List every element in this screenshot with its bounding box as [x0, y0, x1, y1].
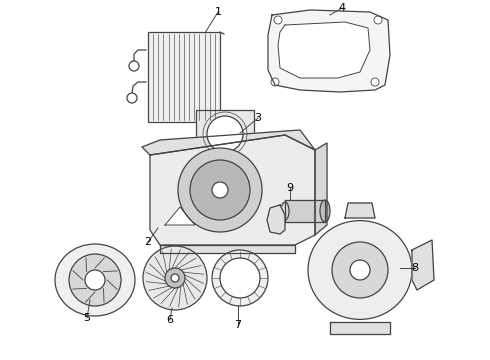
Text: 6: 6 [167, 315, 173, 325]
Circle shape [207, 116, 243, 152]
Bar [196, 110, 254, 158]
Circle shape [178, 148, 262, 232]
Text: 4: 4 [339, 3, 345, 13]
Circle shape [220, 258, 260, 298]
Circle shape [271, 78, 279, 86]
Ellipse shape [281, 202, 289, 220]
Circle shape [127, 93, 137, 103]
Circle shape [129, 61, 139, 71]
Ellipse shape [308, 221, 412, 319]
Bar [148, 32, 220, 122]
Polygon shape [268, 10, 390, 92]
Circle shape [212, 182, 228, 198]
Ellipse shape [320, 200, 330, 222]
Text: 1: 1 [215, 7, 221, 17]
Circle shape [274, 16, 282, 24]
Polygon shape [315, 143, 327, 235]
Circle shape [212, 250, 268, 306]
Ellipse shape [55, 244, 135, 316]
Circle shape [332, 242, 388, 298]
Circle shape [350, 260, 370, 280]
Circle shape [371, 78, 379, 86]
Polygon shape [330, 322, 390, 334]
Circle shape [190, 160, 250, 220]
Circle shape [143, 246, 207, 310]
Text: 2: 2 [145, 237, 151, 247]
Circle shape [85, 270, 105, 290]
Text: 5: 5 [83, 313, 91, 323]
Circle shape [69, 254, 121, 306]
Circle shape [374, 16, 382, 24]
Polygon shape [150, 135, 315, 245]
Text: 3: 3 [254, 113, 262, 123]
Polygon shape [142, 130, 315, 155]
Circle shape [165, 268, 185, 288]
Polygon shape [285, 200, 325, 222]
Text: 7: 7 [234, 320, 242, 330]
Polygon shape [267, 205, 285, 234]
Text: 9: 9 [287, 183, 294, 193]
Polygon shape [160, 245, 295, 253]
Polygon shape [278, 22, 370, 78]
Polygon shape [412, 240, 434, 290]
Circle shape [171, 274, 179, 282]
Polygon shape [165, 207, 195, 225]
Polygon shape [345, 203, 375, 218]
Text: 8: 8 [412, 263, 418, 273]
